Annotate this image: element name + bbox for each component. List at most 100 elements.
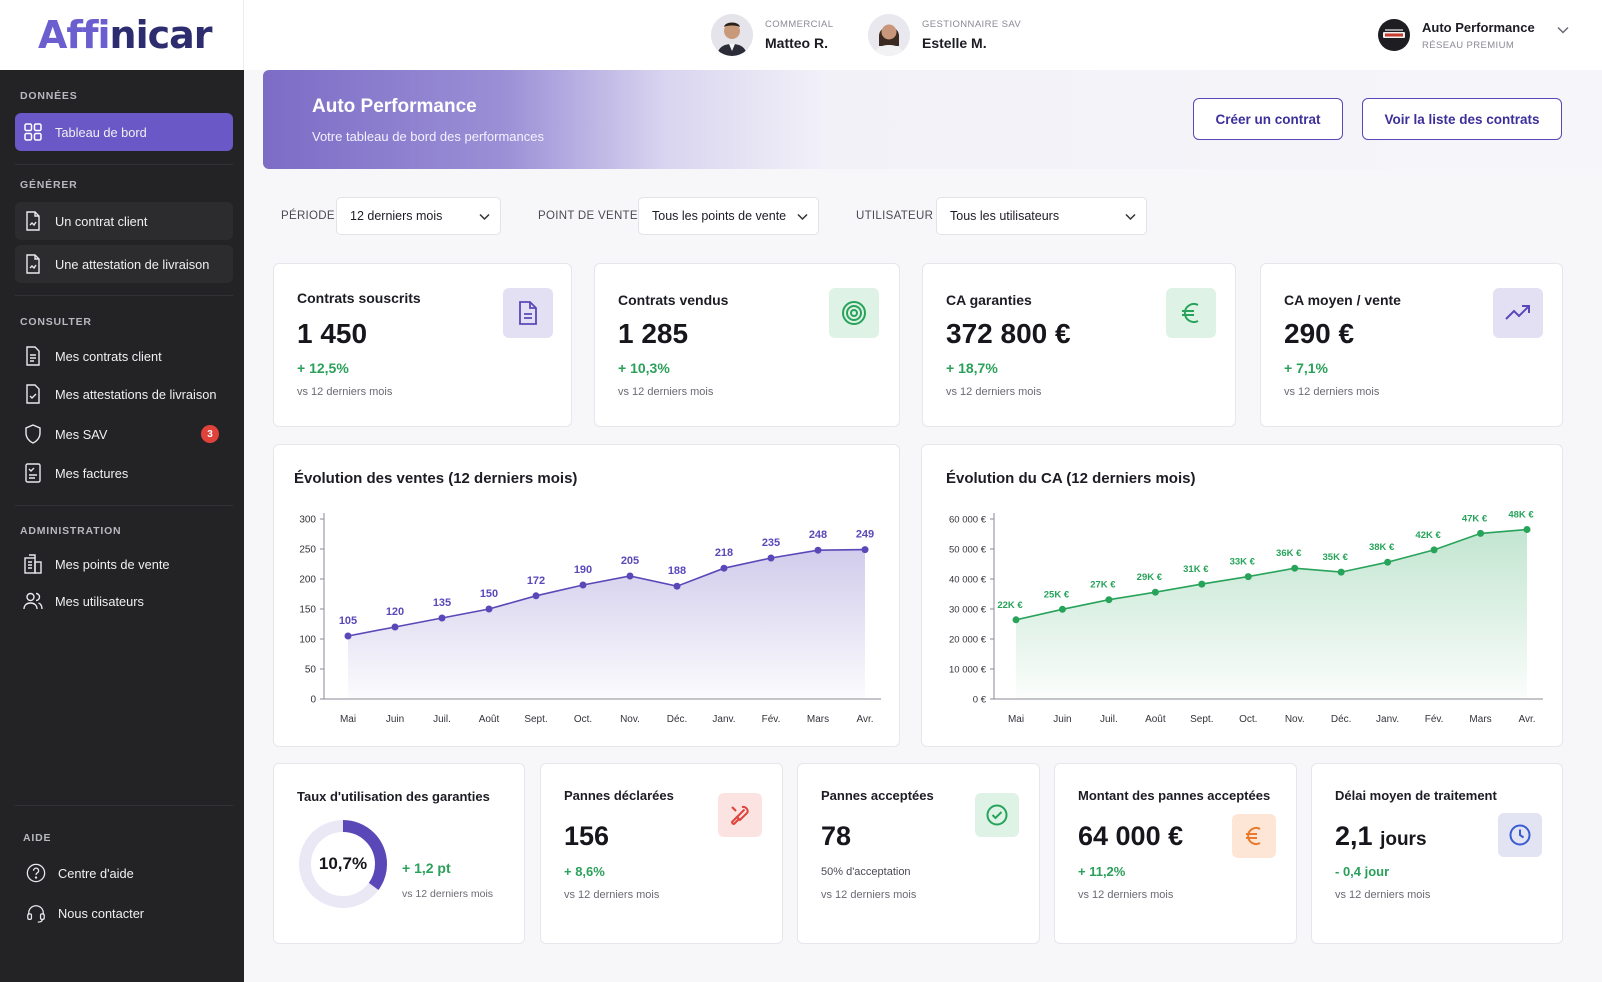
- data-label: 29K €: [1137, 572, 1163, 583]
- clock-icon: [1498, 813, 1542, 857]
- card-avg-processing-time[interactable]: Délai moyen de traitement 2,1 jours - 0,…: [1311, 763, 1563, 944]
- data-point: [1291, 564, 1299, 572]
- sidebar-item-label: Tableau de bord: [55, 124, 147, 140]
- card-title: Pannes déclarées: [564, 788, 674, 803]
- page-subtitle: Votre tableau de bord des performances: [312, 129, 544, 144]
- data-label: 235: [762, 537, 780, 549]
- document-check-icon: [23, 384, 43, 404]
- sidebar-item-dashboard[interactable]: Tableau de bord: [15, 113, 233, 151]
- section-label-donnees: DONNÉES: [20, 90, 78, 102]
- sidebar-item-new-contract[interactable]: Un contrat client: [15, 202, 233, 240]
- affinicar-logo[interactable]: Aff i nicar: [38, 13, 213, 57]
- data-label: 42K €: [1415, 530, 1441, 541]
- x-tick-label: Sept.: [524, 714, 547, 725]
- x-tick-label: Juil.: [433, 714, 451, 725]
- card-warranty-usage[interactable]: Taux d'utilisation des garanties 10,7% +…: [273, 763, 525, 944]
- data-label: 120: [386, 606, 404, 618]
- sidebar-item-my-users[interactable]: Mes utilisateurs: [15, 582, 233, 620]
- document-sign-icon: [23, 211, 43, 231]
- y-tick-label: 10 000 €: [949, 665, 987, 676]
- sidebar-item-contact-us[interactable]: Nous contacter: [18, 894, 236, 932]
- contact-commercial[interactable]: COMMERCIAL Matteo R.: [711, 14, 833, 56]
- data-point: [673, 582, 681, 590]
- card-accepted-amount[interactable]: Montant des pannes acceptées 64 000 € + …: [1054, 763, 1297, 944]
- building-icon: [23, 554, 43, 574]
- x-tick-label: Oct.: [1239, 714, 1257, 725]
- x-tick-label: Août: [479, 714, 500, 725]
- data-point: [1058, 605, 1066, 613]
- document-icon: [503, 288, 553, 338]
- target-icon: [829, 288, 879, 338]
- y-tick-label: 0 €: [973, 695, 987, 706]
- kpi-card-avg-revenue[interactable]: CA moyen / vente 290 € + 7,1% vs 12 dern…: [1260, 263, 1563, 427]
- sidebar-item-my-contracts[interactable]: Mes contrats client: [15, 337, 233, 375]
- delay-unit: jours: [1380, 829, 1427, 850]
- kpi-delta: + 12,5%: [297, 360, 349, 376]
- revenue-chart: 0 € 10 000 € 20 000 € 30 000 € 40 000 € 50 00…: [949, 510, 1543, 725]
- sidebar-item-label: Une attestation de livraison: [55, 256, 210, 272]
- sidebar-item-my-sav[interactable]: Mes SAV 3: [15, 415, 233, 453]
- data-label: 38K €: [1369, 542, 1395, 553]
- chevron-down-icon: [479, 210, 490, 224]
- usage-value: 10,7%: [318, 854, 368, 873]
- card-breakdowns-accepted[interactable]: Pannes acceptées 78 50% d'acceptation vs…: [797, 763, 1040, 944]
- data-label: 31K €: [1183, 564, 1209, 575]
- data-point: [720, 564, 728, 572]
- usage-arc: [299, 820, 387, 908]
- data-point: [767, 554, 775, 562]
- period-select[interactable]: 12 derniers mois: [336, 197, 501, 235]
- usage-delta: + 1,2 pt: [402, 860, 451, 876]
- sidebar-item-my-deliveries[interactable]: Mes attestations de livraison: [15, 375, 233, 413]
- grid-icon: [23, 122, 43, 142]
- sidebar-item-my-invoices[interactable]: Mes factures: [15, 454, 233, 492]
- y-tick-label: 200: [299, 575, 316, 586]
- card-note: vs 12 derniers mois: [1335, 889, 1431, 901]
- kpi-title: CA moyen / vente: [1284, 292, 1401, 308]
- chart-title: Évolution du CA (12 derniers mois): [946, 470, 1196, 487]
- card-delta: + 8,6%: [564, 864, 605, 879]
- data-label: 33K €: [1230, 557, 1256, 568]
- kpi-title: Contrats vendus: [618, 292, 729, 308]
- create-contract-button[interactable]: Créer un contrat: [1193, 98, 1343, 140]
- data-point: [485, 605, 493, 613]
- section-label-administration: ADMINISTRATION: [20, 525, 122, 537]
- kpi-card-contracts-sold[interactable]: Contrats vendus 1 285 + 10,3% vs 12 dern…: [594, 263, 900, 427]
- data-label: 205: [621, 555, 639, 567]
- logo-area: Aff i nicar: [0, 0, 244, 70]
- delay-number: 2,1: [1335, 821, 1373, 851]
- pos-select[interactable]: Tous les points de vente: [638, 197, 819, 235]
- x-tick-label: Déc.: [667, 714, 688, 725]
- contact-name: Matteo R.: [765, 35, 828, 51]
- card-breakdowns-declared[interactable]: Pannes déclarées 156 + 8,6% vs 12 dernie…: [540, 763, 783, 944]
- x-tick-label: Sept.: [1190, 714, 1213, 725]
- x-tick-label: Nov.: [1285, 714, 1305, 725]
- card-value: 2,1 jours: [1335, 821, 1427, 852]
- sidebar-item-new-delivery[interactable]: Une attestation de livraison: [15, 245, 233, 283]
- user-select[interactable]: Tous les utilisateurs: [936, 197, 1147, 235]
- contract-list-button[interactable]: Voir la liste des contrats: [1362, 98, 1562, 140]
- dashboard-banner: Auto Performance Votre tableau de bord d…: [263, 70, 1602, 169]
- data-point: [1337, 568, 1345, 576]
- contact-sav[interactable]: GESTIONNAIRE SAV Estelle M.: [868, 14, 1021, 56]
- chevron-down-icon: [797, 210, 808, 224]
- kpi-delta: + 7,1%: [1284, 360, 1328, 376]
- data-label: 248: [809, 529, 827, 541]
- chart-card-revenue: Évolution du CA (12 derniers mois) 0 € 10…: [921, 444, 1563, 747]
- euro-icon: [1166, 288, 1216, 338]
- data-label: 135: [433, 597, 451, 609]
- data-point: [1523, 526, 1531, 533]
- sidebar-item-my-points[interactable]: Mes points de vente: [15, 545, 233, 583]
- chevron-down-icon: [1557, 21, 1569, 39]
- data-label: 22K €: [997, 600, 1023, 611]
- kpi-card-contracts-subscribed[interactable]: Contrats souscrits 1 450 + 12,5% vs 12 d…: [273, 263, 572, 427]
- y-tick-label: 300: [299, 515, 316, 526]
- sidebar-item-help-center[interactable]: Centre d'aide: [18, 854, 236, 892]
- data-point: [1477, 529, 1485, 537]
- section-label-consulter: CONSULTER: [20, 316, 92, 328]
- sidebar-item-label: Nous contacter: [58, 905, 145, 921]
- avatar: [868, 14, 910, 56]
- kpi-card-revenue-warranties[interactable]: CA garanties 372 800 € + 18,7% vs 12 der…: [922, 263, 1236, 427]
- chevron-down-icon: [1125, 210, 1136, 224]
- account-switcher[interactable]: Auto Performance RÉSEAU PREMIUM: [1378, 19, 1569, 51]
- x-tick-label: Déc.: [1331, 714, 1352, 725]
